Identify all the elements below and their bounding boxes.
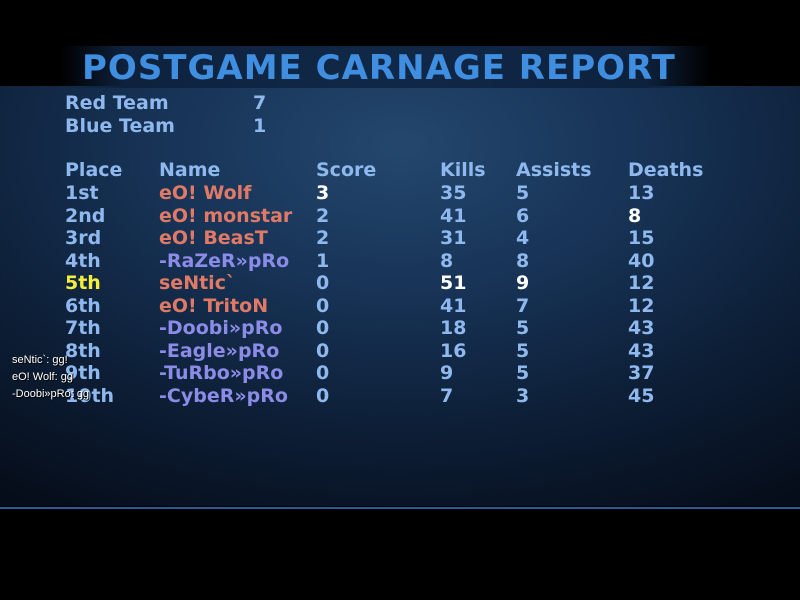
chat-log: seNtic`: gg! eO! Wolf: gg -Doobi»pRo: gg: [12, 352, 89, 403]
row-score: 1: [316, 249, 330, 272]
chat-message: -Doobi»pRo: gg: [12, 388, 90, 400]
row-kills: 41: [440, 204, 467, 227]
row-place: 9th: [65, 362, 101, 384]
scoreboard-panel: [0, 86, 800, 506]
row-deaths: 12: [628, 272, 655, 294]
row-name: eO! TritoN: [159, 294, 269, 317]
panel-bottom-border: [0, 507, 800, 509]
row-assists: 5: [516, 317, 530, 339]
row-assists: 5: [516, 182, 530, 204]
row-deaths: 13: [628, 182, 655, 204]
row-assists: 5: [516, 339, 530, 362]
chat-message: seNtic`: gg!: [12, 354, 68, 366]
row-deaths: 8: [628, 204, 642, 227]
red-team-score: 7: [253, 92, 267, 114]
row-assists: 9: [516, 272, 530, 294]
row-score: 0: [316, 294, 330, 317]
row-score: 2: [316, 204, 330, 227]
row-place: 1st: [65, 182, 99, 204]
row-assists: 6: [516, 204, 530, 227]
row-deaths: 40: [628, 249, 655, 272]
blue-team-score: 1: [253, 115, 267, 137]
row-place: 6th: [65, 294, 101, 317]
blue-team-label: Blue Team: [65, 115, 175, 137]
title-bar: [60, 46, 710, 88]
row-name: -TuRbo»pRo: [159, 362, 284, 384]
header-name: Name: [159, 159, 221, 181]
row-kills: 31: [440, 227, 467, 249]
header-assists: Assists: [516, 159, 592, 181]
row-kills: 51: [440, 272, 467, 294]
row-name: -CybeR»pRo: [159, 384, 288, 407]
row-name: -Eagle»pRo: [159, 339, 280, 362]
red-team-label: Red Team: [65, 92, 169, 114]
row-name: seNtic`: [159, 272, 236, 294]
row-place: 7th: [65, 317, 101, 339]
row-place: 8th: [65, 339, 101, 362]
row-name: -Doobi»pRo: [159, 317, 283, 339]
row-score: 3: [316, 182, 330, 204]
row-assists: 4: [516, 227, 530, 249]
row-score: 0: [316, 362, 330, 384]
row-assists: 3: [516, 384, 530, 407]
header-place: Place: [65, 159, 123, 181]
row-kills: 41: [440, 294, 467, 317]
row-kills: 7: [440, 384, 454, 407]
row-kills: 18: [440, 317, 467, 339]
header-deaths: Deaths: [628, 159, 704, 181]
row-assists: 5: [516, 362, 530, 384]
row-place: 2nd: [65, 204, 106, 227]
row-deaths: 37: [628, 362, 655, 384]
row-kills: 8: [440, 249, 454, 272]
row-place: 4th: [65, 249, 101, 272]
header-score: Score: [316, 159, 377, 181]
row-name: eO! monstar: [159, 204, 293, 227]
row-deaths: 43: [628, 339, 655, 362]
row-name: eO! BeasT: [159, 227, 268, 249]
header-kills: Kills: [440, 159, 486, 181]
row-deaths: 43: [628, 317, 655, 339]
row-kills: 35: [440, 182, 467, 204]
row-deaths: 15: [628, 227, 655, 249]
row-name: -RaZeR»pRo: [159, 249, 290, 272]
row-score: 2: [316, 227, 330, 249]
row-deaths: 12: [628, 294, 655, 317]
row-score: 0: [316, 384, 330, 407]
row-kills: 16: [440, 339, 467, 362]
row-score: 0: [316, 317, 330, 339]
row-score: 0: [316, 339, 330, 362]
chat-message: eO! Wolf: gg: [12, 371, 73, 383]
row-place: 10th: [65, 384, 115, 407]
page-title: POSTGAME CARNAGE REPORT: [82, 48, 676, 88]
row-place: 3rd: [65, 227, 102, 249]
row-name: eO! Wolf: [159, 182, 252, 204]
row-kills: 9: [440, 362, 454, 384]
row-score: 0: [316, 272, 330, 294]
row-assists: 8: [516, 249, 530, 272]
row-deaths: 45: [628, 384, 655, 407]
row-place: 5th: [65, 272, 101, 294]
row-assists: 7: [516, 294, 530, 317]
